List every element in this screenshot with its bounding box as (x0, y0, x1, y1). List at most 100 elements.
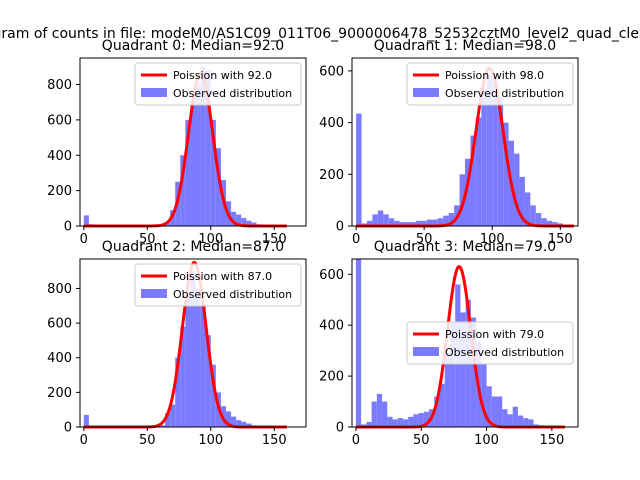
figure-suptitle: Histogram of counts in file: modeM0/AS1C… (0, 26, 640, 42)
histogram-bar (448, 213, 455, 226)
legend-observed-swatch (413, 347, 439, 356)
y-tick-label: 400 (47, 351, 72, 366)
x-tick-label: 100 (198, 433, 223, 448)
histogram-bar (205, 70, 211, 227)
histogram-bar (366, 220, 373, 226)
histogram-bar (210, 364, 216, 427)
histogram-bar (376, 393, 383, 427)
y-tick-label: 200 (47, 386, 72, 401)
histogram-bar (165, 222, 171, 226)
y-tick-label: 200 (319, 168, 344, 183)
y-tick-label: 0 (336, 220, 344, 235)
legend-observed-label: Observed distribution (445, 346, 564, 359)
x-tick-label: 50 (139, 433, 156, 448)
histogram-bar (470, 135, 476, 226)
histogram-bar (180, 326, 186, 427)
histogram-bar (190, 102, 196, 226)
axes-frame (79, 258, 307, 428)
histogram-bar (200, 305, 206, 427)
histogram-bar (415, 220, 422, 226)
y-tick-label: 400 (319, 319, 344, 334)
histogram-bar (481, 363, 487, 427)
x-tick-label: 150 (548, 232, 573, 247)
y-tick-label: 0 (64, 421, 72, 436)
subplot-quadrant-0: 0 50 100 150 0 200 400 600 800 Quadrant 0: Median… (47, 38, 307, 247)
legend-box (406, 62, 574, 106)
x-tick-label: 150 (262, 433, 287, 448)
histogram-bar (83, 215, 89, 226)
histogram-bar (236, 420, 242, 427)
histogram-bar (507, 414, 513, 427)
legend-poisson-label: Poission with 87.0 (173, 270, 272, 283)
histogram-bar (465, 158, 471, 226)
histogram-bar (383, 214, 389, 226)
histogram-bar (392, 419, 398, 427)
histogram-bar (502, 409, 508, 427)
x-tick-label: 0 (352, 433, 360, 448)
histogram-bar (246, 423, 252, 427)
x-tick-label: 100 (474, 433, 499, 448)
y-tick-label: 800 (47, 78, 72, 93)
histogram-bar (387, 416, 393, 427)
histogram-bar (523, 418, 529, 427)
histogram-bar (215, 148, 221, 226)
x-tick-label: 0 (80, 232, 88, 247)
histogram-bar (246, 220, 252, 226)
y-tick-label: 600 (319, 64, 344, 79)
subplot-title: Quadrant 3: Median=79.0 (374, 239, 556, 255)
x-tick-label: 0 (80, 433, 88, 448)
histogram-bar (421, 220, 427, 226)
histogram-bar (552, 222, 558, 226)
histogram-bar (437, 218, 444, 226)
histogram-bar (180, 155, 186, 226)
y-tick-label: 400 (319, 116, 344, 131)
histogram-bar (405, 222, 411, 226)
histogram-bar (159, 425, 166, 427)
histogram-bar (402, 419, 409, 427)
x-tick-label: 50 (416, 232, 433, 247)
axes-frame (351, 258, 579, 428)
histogram-bar (175, 357, 181, 427)
histogram-bar (231, 211, 237, 226)
y-tick-label: 0 (336, 421, 344, 436)
histogram-bar (426, 219, 433, 226)
y-tick-label: 400 (47, 149, 72, 164)
histogram-bar (394, 220, 400, 226)
histogram-bar (503, 122, 509, 226)
histogram-bar (226, 411, 232, 427)
histogram-bar (449, 322, 456, 427)
histogram-bar (475, 117, 482, 226)
histogram-bar (491, 396, 498, 427)
axes-frame (351, 57, 579, 227)
histogram-bar (210, 119, 216, 226)
axes-frame (79, 57, 307, 227)
histogram-bar (397, 418, 403, 427)
legend: Poission with 87.0 Observed distribution (134, 263, 302, 307)
histogram-bar (535, 213, 542, 226)
histogram-bar (434, 396, 440, 427)
legend-observed-label: Observed distribution (173, 87, 292, 100)
histogram-bar (497, 396, 503, 427)
legend-observed-swatch (141, 289, 167, 298)
subplot-quadrant-3: 0 50 100 150 0 200 400 600 Quadrant 3: Median=79… (319, 239, 579, 448)
x-tick-label: 150 (539, 433, 564, 448)
histogram-bar (408, 416, 414, 427)
x-tick-label: 100 (480, 232, 505, 247)
histogram-bar (497, 96, 504, 227)
subplot-title: Quadrant 1: Median=98.0 (374, 38, 556, 54)
histogram-bar (413, 414, 419, 427)
histogram-bar (481, 89, 487, 226)
histogram-bar (205, 335, 211, 427)
legend-box (134, 263, 302, 307)
x-tick-label: 150 (262, 232, 287, 247)
histogram-bar (251, 222, 257, 226)
histogram-bar (444, 353, 450, 427)
histogram-bar (399, 222, 406, 226)
histogram-bar (355, 259, 362, 427)
histogram-bar (165, 413, 171, 427)
y-tick-label: 600 (47, 113, 72, 128)
histogram-bar (190, 271, 196, 427)
histogram-bar (377, 210, 384, 226)
histogram-bar (371, 401, 377, 427)
